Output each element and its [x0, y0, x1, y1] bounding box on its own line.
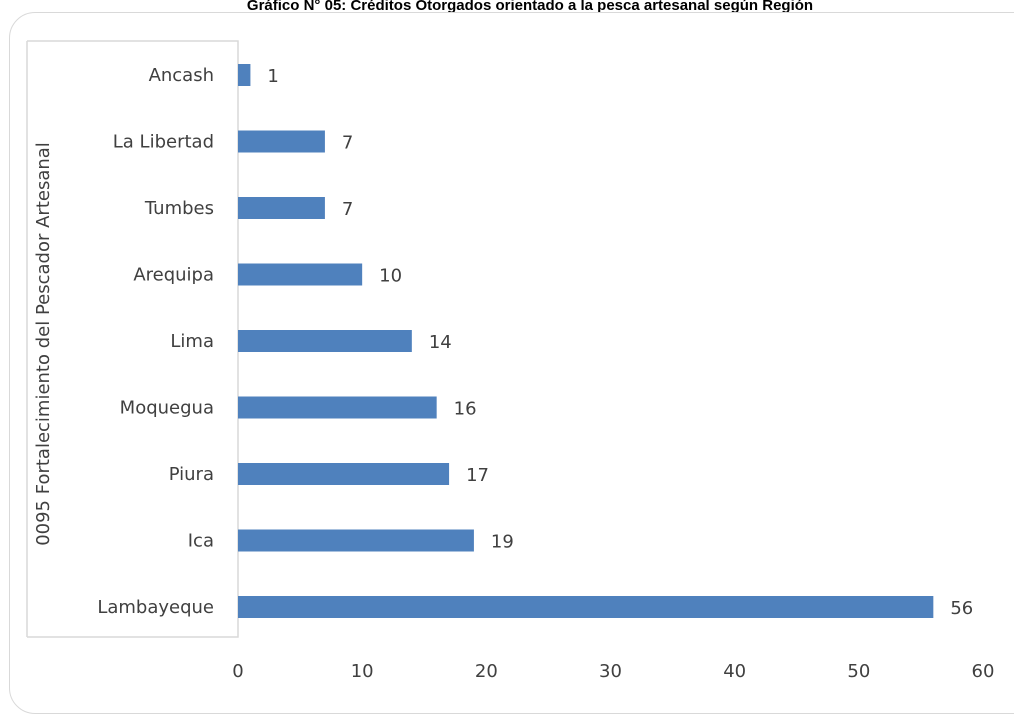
category-label: Ancash [149, 65, 214, 86]
x-tick-label: 10 [351, 661, 374, 682]
data-label: 17 [466, 465, 489, 486]
category-label: Tumbes [144, 198, 214, 219]
x-tick-label: 40 [723, 661, 746, 682]
category-label: Moquegua [120, 398, 214, 419]
x-tick-label: 0 [232, 661, 243, 682]
data-label: 1 [267, 66, 278, 87]
data-label: 7 [342, 133, 353, 154]
x-tick-label: 60 [972, 661, 995, 682]
data-label: 16 [454, 399, 477, 420]
bar [238, 396, 437, 419]
data-label: 14 [429, 332, 452, 353]
bar-chart: Ancash La Libertad Tumbes Arequipa Lima Moque… [26, 40, 994, 682]
bar [238, 330, 412, 352]
category-label: Ica [188, 531, 214, 552]
data-label: 56 [950, 598, 973, 619]
category-label: Piura [169, 464, 214, 485]
chart-title: Gráfico N° 05: Créditos Otorgados orient… [246, 0, 814, 14]
category-label: Lambayeque [97, 597, 214, 618]
bar [238, 130, 325, 153]
x-tick-label: 30 [599, 661, 622, 682]
bar [238, 64, 251, 86]
bars [238, 64, 934, 618]
bar [238, 529, 474, 552]
x-axis-tick-labels: 0 10 20 30 40 50 60 [232, 661, 994, 682]
category-label: Arequipa [133, 265, 214, 286]
data-label: 10 [379, 266, 402, 287]
x-tick-label: 20 [475, 661, 498, 682]
category-labels: Ancash La Libertad Tumbes Arequipa Lima Moque… [97, 65, 214, 618]
data-label: 19 [491, 532, 514, 553]
bar [238, 596, 934, 618]
category-label: La Libertad [113, 132, 214, 153]
bar [238, 197, 325, 219]
category-label: Lima [170, 331, 214, 352]
x-tick-label: 50 [847, 661, 870, 682]
bar [238, 263, 363, 286]
bar [238, 463, 450, 485]
data-label: 7 [342, 199, 353, 220]
y-axis-title: 0095 Fortalecimiento del Pescador Artesa… [33, 142, 54, 546]
